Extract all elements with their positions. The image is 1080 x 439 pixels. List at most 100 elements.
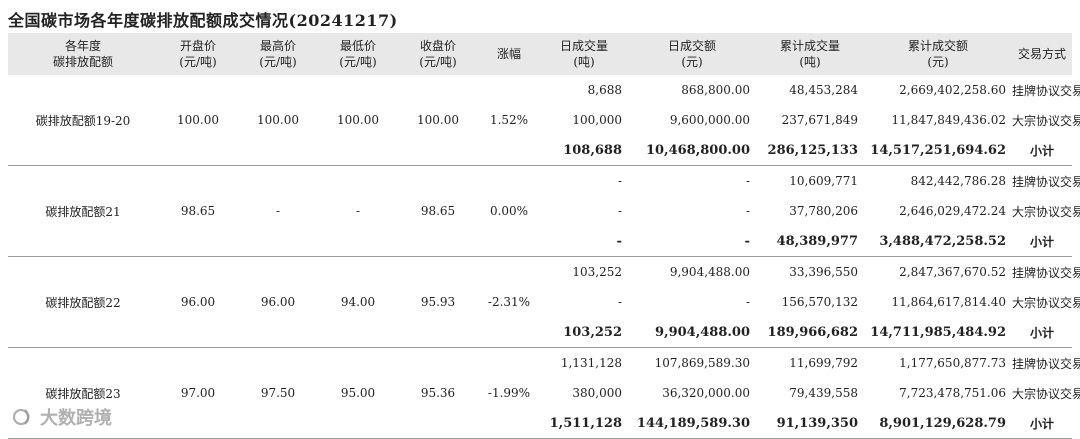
cum-volume-cell: 286,125,133 bbox=[767, 142, 858, 158]
header-name: 各年度 碳排放配额 bbox=[8, 33, 158, 75]
cum-amount-cell: 2,646,029,472.24 bbox=[899, 204, 1006, 218]
cum-volume-cell: 48,389,977 bbox=[776, 233, 858, 249]
table-header-row: 各年度 碳排放配额 开盘价 (元/吨) 最高价 (元/吨) 最低价 (元/吨) … bbox=[8, 33, 1072, 75]
cum-amount-cell: 8,901,129,628.79 bbox=[879, 415, 1006, 431]
day-volume-cell: - bbox=[617, 295, 622, 309]
header-change: 涨幅 bbox=[478, 33, 540, 75]
trade-mode-cell: 挂牌协议交易 bbox=[1012, 265, 1080, 280]
high-price-cell: 96.00 bbox=[260, 295, 296, 309]
day-amount-cell: - bbox=[745, 174, 750, 188]
cum-amount-cell: 2,669,402,258.60 bbox=[899, 83, 1006, 97]
header-cum-volume: 累计成交量 (吨) bbox=[756, 33, 864, 75]
trade-mode-cell: 挂牌协议交易 bbox=[1012, 174, 1080, 189]
header-high: 最高价 (元/吨) bbox=[238, 33, 318, 75]
header-mode: 交易方式 bbox=[1012, 33, 1072, 75]
day-volume-cell: 1,511,128 bbox=[549, 415, 622, 431]
header-day-volume: 日成交量 (吨) bbox=[540, 33, 628, 75]
high-price-cell: 97.50 bbox=[260, 386, 296, 400]
allowance-name-cell: 碳排放配额22 bbox=[45, 295, 121, 310]
close-price-cell: 95.93 bbox=[420, 295, 456, 309]
open-price-cell: 97.00 bbox=[180, 386, 216, 400]
table-group: 碳排放配额19-20 100.00 100.00 100.00 100.00 1.52% 8… bbox=[8, 75, 1080, 166]
cum-amount-cell: 842,442,786.28 bbox=[910, 174, 1006, 188]
day-volume-cell: 103,252 bbox=[572, 265, 622, 279]
day-volume-cell: 8,688 bbox=[587, 83, 622, 97]
day-amount-cell: 144,189,589.30 bbox=[636, 415, 750, 431]
cum-volume-cell: 48,453,284 bbox=[789, 83, 858, 97]
allowance-name-cell: 碳排放配额23 bbox=[45, 386, 121, 401]
day-volume-cell: 103,252 bbox=[563, 324, 622, 340]
subtotal-row: 1,511,128 144,189,589.30 91,139,350 8,901,1… bbox=[8, 408, 1072, 439]
cum-amount-cell: 11,847,849,436.02 bbox=[891, 113, 1006, 127]
trade-mode-cell: 小计 bbox=[1029, 325, 1054, 340]
low-price-cell: - bbox=[355, 204, 361, 218]
trade-mode-cell: 小计 bbox=[1029, 143, 1054, 158]
trade-mode-cell: 小计 bbox=[1029, 234, 1054, 249]
high-price-cell: - bbox=[275, 204, 281, 218]
open-price-cell: 100.00 bbox=[177, 113, 219, 127]
cum-amount-cell: 1,177,650,877.73 bbox=[899, 356, 1006, 370]
table-row: - - 156,570,132 11,864,617,814.40 大宗协议交易 bbox=[8, 287, 1080, 317]
allowance-name-cell: 碳排放配额21 bbox=[45, 204, 121, 219]
cum-amount-cell: 14,711,985,484.92 bbox=[870, 324, 1006, 340]
day-amount-cell: 10,468,800.00 bbox=[645, 142, 750, 158]
cum-amount-cell: 2,847,367,670.52 bbox=[899, 265, 1006, 279]
day-volume-cell: 380,000 bbox=[572, 386, 622, 400]
table-group: 碳排放配额23 97.00 97.50 95.00 95.36 -1.99% 1,131,1… bbox=[8, 348, 1080, 439]
day-volume-cell: - bbox=[617, 204, 622, 218]
trade-mode-cell: 挂牌协议交易 bbox=[1012, 83, 1080, 98]
trade-mode-cell: 大宗协议交易 bbox=[1012, 113, 1080, 128]
change-cell: -1.99% bbox=[487, 386, 531, 400]
day-volume-cell: - bbox=[617, 174, 622, 188]
table-row: 碳排放配额21 98.65 - - 98.65 0.00% - - 10,609,771 842,… bbox=[8, 166, 1080, 219]
cum-volume-cell: 33,396,550 bbox=[789, 265, 858, 279]
allowance-name-cell: 碳排放配额19-20 bbox=[35, 113, 131, 128]
cum-amount-cell: 3,488,472,258.52 bbox=[879, 233, 1006, 249]
cum-volume-cell: 156,570,132 bbox=[781, 295, 858, 309]
high-price-cell: 100.00 bbox=[257, 113, 299, 127]
day-amount-cell: - bbox=[744, 233, 750, 249]
subtotal-row: 103,252 9,904,488.00 189,966,682 14,711,985… bbox=[8, 317, 1072, 348]
day-amount-cell: 9,904,488.00 bbox=[669, 265, 750, 279]
subtotal-row: 108,688 10,468,800.00 286,125,133 14,517,25… bbox=[8, 135, 1072, 166]
trade-mode-cell: 大宗协议交易 bbox=[1012, 204, 1080, 219]
trade-mode-cell: 小计 bbox=[1029, 416, 1054, 431]
table-row: 碳排放配额22 96.00 96.00 94.00 95.93 -2.31% 103,252… bbox=[8, 257, 1080, 310]
page-title: 全国碳市场各年度碳排放配额成交情况(20241217) bbox=[8, 11, 398, 30]
change-cell: 0.00% bbox=[489, 204, 529, 218]
cum-volume-cell: 189,966,682 bbox=[767, 324, 858, 340]
cum-volume-cell: 10,609,771 bbox=[789, 174, 858, 188]
day-volume-cell: - bbox=[616, 233, 622, 249]
cum-amount-cell: 14,517,251,694.62 bbox=[870, 142, 1006, 158]
header-open: 开盘价 (元/吨) bbox=[158, 33, 238, 75]
day-amount-cell: 868,800.00 bbox=[681, 83, 750, 97]
close-price-cell: 98.65 bbox=[420, 204, 456, 218]
header-cum-amount: 累计成交额 (元) bbox=[864, 33, 1012, 75]
low-price-cell: 100.00 bbox=[337, 113, 379, 127]
day-amount-cell: 107,869,589.30 bbox=[654, 356, 750, 370]
table-row: 100,000 9,600,000.00 237,671,849 11,847,849… bbox=[8, 105, 1080, 135]
day-volume-cell: 100,000 bbox=[572, 113, 622, 127]
low-price-cell: 95.00 bbox=[340, 386, 376, 400]
subtotal-row: - - 48,389,977 3,488,472,258.52 小计 bbox=[8, 226, 1072, 257]
day-amount-cell: - bbox=[745, 204, 750, 218]
day-amount-cell: 9,600,000.00 bbox=[669, 113, 750, 127]
cum-amount-cell: 11,864,617,814.40 bbox=[891, 295, 1006, 309]
day-volume-cell: 1,131,128 bbox=[560, 356, 622, 370]
trade-mode-cell: 大宗协议交易 bbox=[1012, 386, 1080, 401]
table-group: 碳排放配额21 98.65 - - 98.65 0.00% - - 10,609,771 842,… bbox=[8, 166, 1080, 257]
carbon-allowance-table: 各年度 碳排放配额 开盘价 (元/吨) 最高价 (元/吨) 最低价 (元/吨) … bbox=[8, 33, 1080, 439]
low-price-cell: 94.00 bbox=[340, 295, 376, 309]
table-group: 碳排放配额22 96.00 96.00 94.00 95.93 -2.31% 103,252… bbox=[8, 257, 1080, 348]
open-price-cell: 98.65 bbox=[180, 204, 216, 218]
trade-mode-cell: 挂牌协议交易 bbox=[1012, 356, 1080, 371]
day-amount-cell: 36,320,000.00 bbox=[662, 386, 750, 400]
cum-amount-cell: 7,723,478,751.06 bbox=[899, 386, 1006, 400]
cum-volume-cell: 79,439,558 bbox=[789, 386, 858, 400]
day-volume-cell: 108,688 bbox=[563, 142, 622, 158]
change-cell: -2.31% bbox=[487, 295, 531, 309]
close-price-cell: 100.00 bbox=[417, 113, 459, 127]
header-low: 最低价 (元/吨) bbox=[318, 33, 398, 75]
cum-volume-cell: 237,671,849 bbox=[781, 113, 858, 127]
trade-mode-cell: 大宗协议交易 bbox=[1012, 295, 1080, 310]
